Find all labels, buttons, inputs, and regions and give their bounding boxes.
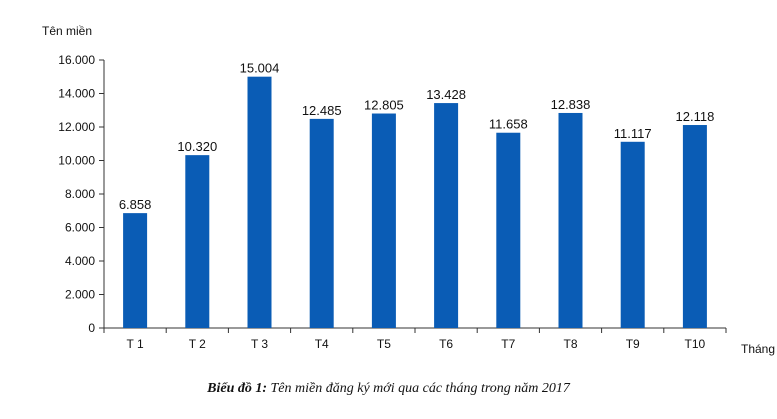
- data-label: 12.838: [551, 97, 591, 112]
- x-tick-label: T6: [439, 337, 453, 351]
- x-tick-label: T9: [626, 337, 640, 351]
- y-tick-label: 6.000: [65, 221, 95, 235]
- bar: [309, 118, 334, 328]
- data-label: 11.117: [614, 126, 652, 141]
- caption-label: Biểu đồ 1:: [207, 381, 268, 396]
- x-tick-label: T4: [315, 337, 329, 351]
- x-tick-label: T5: [377, 337, 391, 351]
- bar-chart: Tên miền 0 2.000 4.000 6.000 8.000 10.000 12.0…: [42, 24, 775, 356]
- data-label: 11.658: [489, 117, 528, 132]
- data-label: 12.118: [676, 109, 715, 124]
- y-tick-label: 4.000: [65, 254, 95, 268]
- y-tick-label: 2.000: [65, 288, 95, 302]
- y-tick-label: 8.000: [65, 187, 95, 201]
- x-tick-label: T 3: [251, 337, 268, 351]
- figure-caption: Biểu đồ 1: Tên miền đăng ký mới qua các …: [0, 381, 777, 397]
- data-labels: 6.858 10.320 15.004 12.485 12.805 13.428 11.65…: [119, 61, 714, 212]
- y-tick-label: 16.000: [58, 53, 95, 67]
- y-ticks: 0 2.000 4.000 6.000 8.000 10.000 12.000 14.000 1…: [58, 53, 104, 335]
- y-axis-title: Tên miền: [42, 24, 92, 38]
- x-tick-label: T8: [563, 337, 577, 351]
- bar: [496, 132, 521, 328]
- bar: [185, 155, 210, 328]
- data-label: 10.320: [177, 139, 217, 154]
- data-label: 12.485: [302, 103, 342, 118]
- x-axis-title: Tháng: [741, 342, 775, 356]
- bar: [434, 103, 459, 329]
- x-tick-label: T 2: [189, 337, 206, 351]
- y-tick-label: 12.000: [58, 120, 95, 134]
- bars: [123, 76, 707, 329]
- bar: [371, 113, 396, 328]
- bar: [123, 213, 148, 328]
- data-label: 6.858: [119, 197, 152, 212]
- x-tick-label: T7: [501, 337, 515, 351]
- x-ticks: T 1 T 2 T 3 T4 T5 T6 T7 T8 T9 T10: [103, 328, 727, 351]
- data-label: 15.004: [240, 61, 280, 76]
- bar: [558, 112, 583, 328]
- x-tick-label: T10: [685, 337, 706, 351]
- y-tick-label: 0: [88, 321, 95, 335]
- bar: [682, 125, 707, 328]
- data-label: 12.805: [364, 98, 404, 113]
- data-label: 13.428: [426, 87, 466, 102]
- bar: [620, 141, 645, 328]
- bar: [247, 76, 272, 328]
- x-tick-label: T 1: [127, 337, 144, 351]
- y-tick-label: 14.000: [58, 87, 95, 101]
- y-tick-label: 10.000: [58, 154, 95, 168]
- caption-text: Tên miền đăng ký mới qua các tháng trong…: [267, 381, 570, 396]
